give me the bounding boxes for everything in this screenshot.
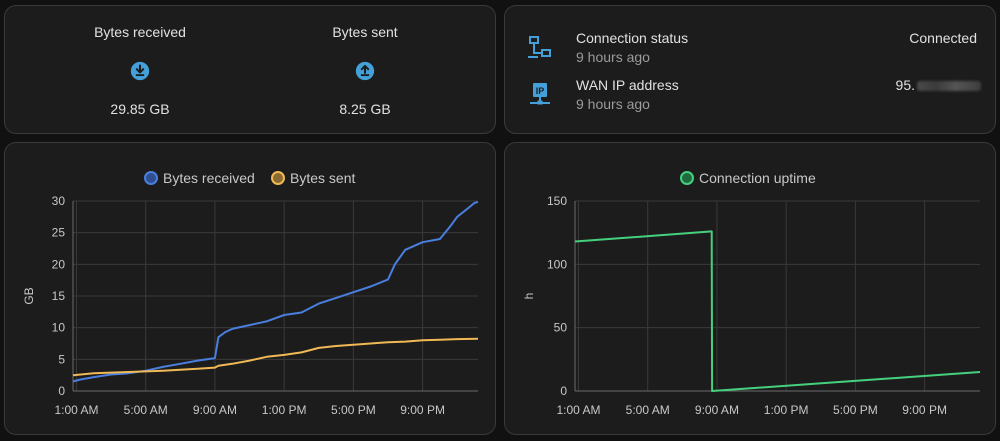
y-tick-label: 15 <box>52 289 66 303</box>
legend-bytes-received-label: Bytes received <box>163 170 255 186</box>
x-tick-label: 5:00 AM <box>124 403 168 417</box>
bytes-received-label: Bytes received <box>94 24 186 40</box>
y-axis-label: h <box>522 293 536 300</box>
y-tick-label: 150 <box>547 194 567 208</box>
y-tick-label: 0 <box>58 384 65 398</box>
connection-status-row[interactable]: Connection status 9 hours ago Connected <box>505 28 995 76</box>
uptime-chart: 0 50 100 150 1:00 AM 5:00 AM 9:00 AM 1:00 PM 5:0… <box>522 194 981 417</box>
x-tick-label: 1:00 PM <box>764 403 809 417</box>
connection-status-time: 9 hours ago <box>576 49 650 65</box>
wan-ip-time: 9 hours ago <box>576 96 650 112</box>
y-tick-label: 50 <box>554 321 568 335</box>
wan-ip-row[interactable]: IP WAN IP address 9 hours ago 95. <box>505 75 995 123</box>
legend-connection-uptime[interactable]: Connection uptime <box>680 170 816 186</box>
wan-ip-prefix: 95. <box>895 77 915 93</box>
bytes-received-value: 29.85 GB <box>110 101 170 117</box>
x-tick-label: 9:00 AM <box>193 403 237 417</box>
status-card: Connection status 9 hours ago Connected … <box>504 5 996 134</box>
connection-status-value: Connected <box>909 30 977 46</box>
y-tick-label: 10 <box>52 321 66 335</box>
x-tick-label: 1:00 PM <box>262 403 307 417</box>
y-tick-label: 20 <box>52 257 66 271</box>
legend-dot-uptime <box>680 171 694 185</box>
bytes-history-card: Bytes received Bytes sent 0 5 10 15 20 25 30 1:… <box>4 142 496 435</box>
legend-dot-sent <box>271 171 285 185</box>
y-tick-label: 100 <box>547 257 567 271</box>
x-tick-label: 5:00 PM <box>833 403 878 417</box>
x-tick-label: 9:00 AM <box>695 403 739 417</box>
x-tick-label: 5:00 PM <box>331 403 376 417</box>
bytes-card: Bytes received 29.85 GB Bytes sent 8.25 … <box>4 5 496 134</box>
series-line-bytes-sent[interactable] <box>72 337 479 377</box>
upload-icon <box>355 61 375 81</box>
series-line-bytes-received[interactable] <box>72 200 479 383</box>
bytes-sent-label: Bytes sent <box>332 24 398 40</box>
legend-bytes-sent[interactable]: Bytes sent <box>271 170 355 186</box>
x-tick-label: 9:00 PM <box>400 403 445 417</box>
y-tick-label: 25 <box>52 226 66 240</box>
svg-text:IP: IP <box>536 86 545 96</box>
y-tick-label: 30 <box>52 194 66 208</box>
legend-dot-received <box>144 171 158 185</box>
redacted-ip-mask <box>917 81 981 92</box>
uptime-history-card: Connection uptime 0 50 100 150 1:00 AM 5:00 A… <box>504 142 996 435</box>
legend-connection-uptime-label: Connection uptime <box>699 170 816 186</box>
wan-ip-value: 95. <box>896 77 981 93</box>
bytes-sent-value: 8.25 GB <box>339 101 391 117</box>
ip-network-icon: IP <box>530 83 550 105</box>
y-tick-label: 0 <box>560 384 567 398</box>
x-tick-label: 1:00 AM <box>556 403 600 417</box>
download-icon <box>130 61 150 81</box>
legend-bytes-sent-label: Bytes sent <box>290 170 356 186</box>
network-icon <box>528 36 551 58</box>
connection-status-label: Connection status <box>576 30 689 46</box>
series-line-connection-uptime[interactable] <box>574 230 981 392</box>
y-axis-label: GB <box>22 287 36 304</box>
x-tick-label: 1:00 AM <box>54 403 98 417</box>
bytes-chart: 0 5 10 15 20 25 30 1:00 AM 5:00 AM 9:00 AM 1:00 PM… <box>22 194 479 417</box>
y-tick-label: 5 <box>58 352 65 366</box>
x-tick-label: 9:00 PM <box>902 403 947 417</box>
wan-ip-label: WAN IP address <box>576 77 679 93</box>
legend-bytes-received[interactable]: Bytes received <box>144 170 255 186</box>
x-tick-label: 5:00 AM <box>626 403 670 417</box>
